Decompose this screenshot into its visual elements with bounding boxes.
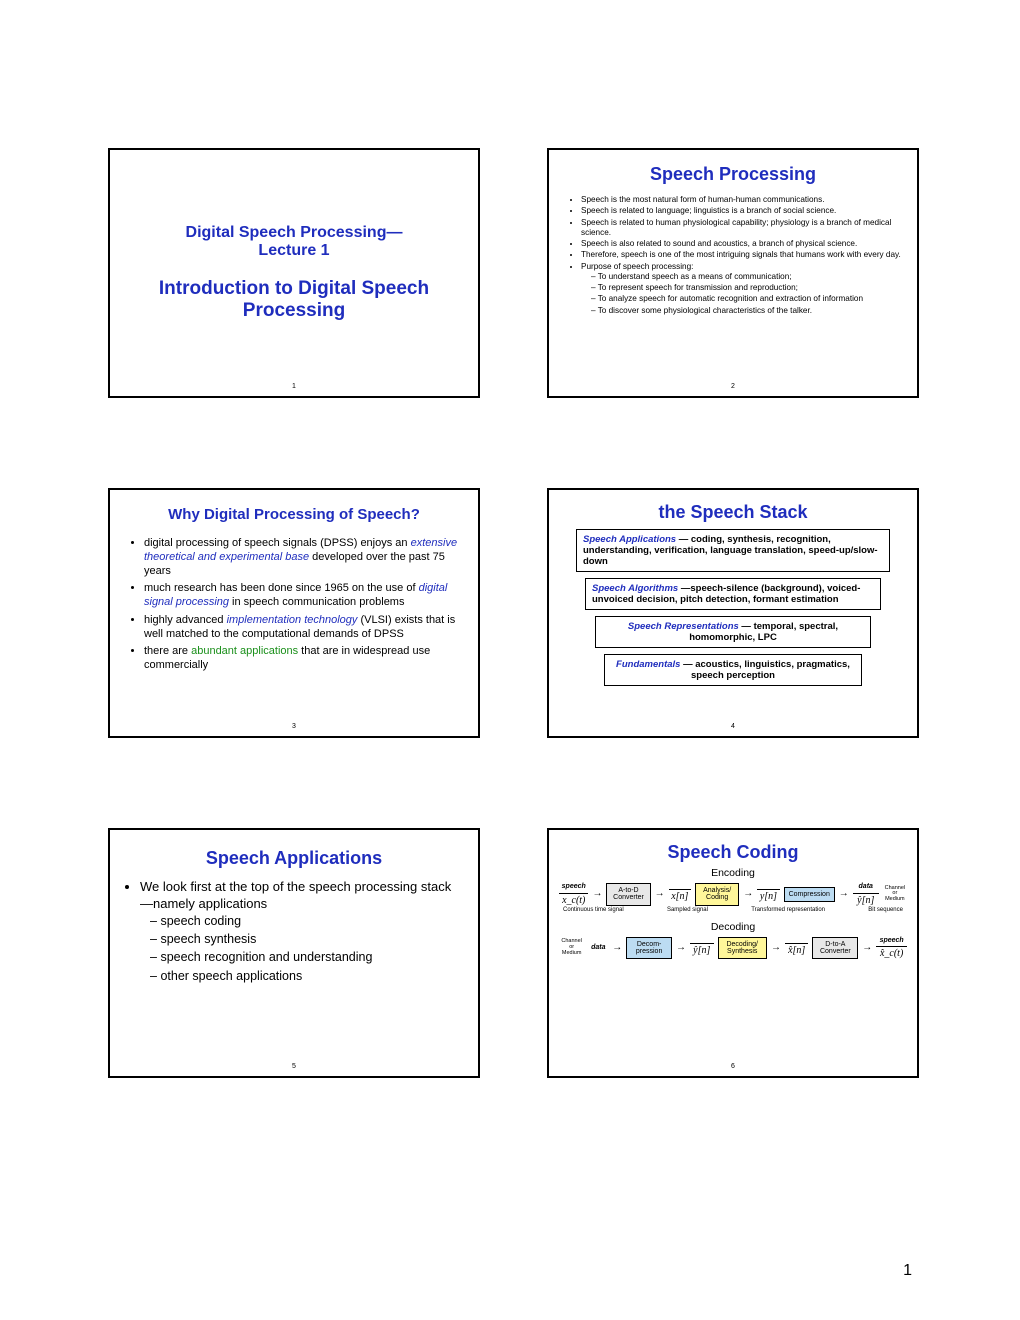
stack-box: Speech Representations — temporal, spect… — [595, 616, 871, 648]
list-item: To understand speech as a means of commu… — [591, 272, 903, 282]
slide5-sub-bullets: speech coding speech synthesis speech re… — [140, 913, 464, 984]
slide3-bullets: digital processing of speech signals (DP… — [124, 537, 464, 673]
slide-number: 6 — [731, 1063, 735, 1070]
sig: y[n] — [757, 889, 780, 902]
arrow-icon: → — [862, 943, 872, 953]
port-speech: speech — [876, 937, 907, 944]
arrow-icon: → — [655, 889, 665, 899]
page-number: 1 — [903, 1262, 912, 1280]
slide-number: 3 — [292, 723, 296, 730]
slide-number: 5 — [292, 1063, 296, 1070]
list-item: speech coding — [150, 913, 464, 929]
enc-row: speech x_c(t) → A-to-D Converter → x[n] … — [559, 883, 907, 906]
list-item: other speech applications — [150, 968, 464, 984]
arrow-icon: → — [676, 943, 686, 953]
sig: x̂[n] — [785, 943, 809, 956]
slide4-title: the Speech Stack — [563, 502, 903, 523]
list-item: Speech is the most natural form of human… — [581, 195, 903, 205]
slide3-title: Why Digital Processing of Speech? — [124, 506, 464, 523]
list-item: We look first at the top of the speech p… — [140, 879, 464, 984]
node-synthesis: Decoding/ Synthesis — [718, 937, 767, 960]
node-decompression: Decom- pression — [626, 937, 672, 960]
sig: x_c(t) — [559, 893, 588, 906]
list-item: Purpose of speech processing: To underst… — [581, 262, 903, 316]
slide-3: Why Digital Processing of Speech? digita… — [108, 488, 480, 738]
slide1-subtitle: Digital Speech Processing— Lecture 1 — [124, 224, 464, 260]
enc-sub-labels: Continuous time signal Sampled signal Tr… — [559, 907, 907, 913]
sig: x[n] — [669, 889, 692, 902]
encoding-diagram: Encoding speech x_c(t) → A-to-D Converte… — [559, 867, 907, 959]
list-item: Therefore, speech is one of the most int… — [581, 250, 903, 260]
arrow-icon: → — [612, 943, 622, 953]
sig: x̂_c(t) — [876, 946, 907, 959]
node-analysis: Analysis/ Coding — [695, 883, 739, 906]
slide5-title: Speech Applications — [124, 848, 464, 869]
port-data: data — [588, 944, 608, 951]
list-item: speech recognition and understanding — [150, 949, 464, 965]
node-adc: A-to-D Converter — [606, 883, 650, 906]
slide-number: 4 — [731, 723, 735, 730]
slide5-bullets: We look first at the top of the speech p… — [124, 879, 464, 984]
slide2-bullets: Speech is the most natural form of human… — [563, 195, 903, 316]
slide2-sub-bullets: To understand speech as a means of commu… — [581, 272, 903, 316]
list-item: To discover some physiological character… — [591, 306, 903, 316]
port-speech: speech — [559, 883, 588, 890]
list-item: digital processing of speech signals (DP… — [144, 537, 464, 578]
list-item: Speech is related to language; linguisti… — [581, 206, 903, 216]
stack-box: Speech Algorithms —speech-silence (backg… — [585, 578, 881, 610]
slide-5: Speech Applications We look first at the… — [108, 828, 480, 1078]
node-compression: Compression — [784, 887, 835, 902]
slide-number: 1 — [292, 383, 296, 390]
slide-1: Digital Speech Processing— Lecture 1 Int… — [108, 148, 480, 398]
dec-row: Channel or Medium data → Decom- pression… — [559, 937, 907, 960]
encoding-label: Encoding — [559, 867, 907, 879]
sig: ŷ[n] — [853, 893, 879, 906]
slide-number: 2 — [731, 383, 735, 390]
list-item: speech synthesis — [150, 931, 464, 947]
list-item: To represent speech for transmission and… — [591, 283, 903, 293]
slide2-title: Speech Processing — [563, 164, 903, 185]
list-item: Speech is related to human physiological… — [581, 218, 903, 239]
slide-grid: Digital Speech Processing— Lecture 1 Int… — [108, 148, 920, 1078]
channel-label: Channel or Medium — [883, 886, 907, 903]
stack-box: Speech Applications — coding, synthesis,… — [576, 529, 890, 572]
slide-4: the Speech Stack Speech Applications — c… — [547, 488, 919, 738]
slide-2: Speech Processing Speech is the most nat… — [547, 148, 919, 398]
arrow-icon: → — [592, 889, 602, 899]
list-item: Speech is also related to sound and acou… — [581, 239, 903, 249]
arrow-icon: → — [743, 889, 753, 899]
list-item: much research has been done since 1965 o… — [144, 582, 464, 610]
arrow-icon: → — [771, 943, 781, 953]
slide1-title: Introduction to Digital Speech Processin… — [124, 278, 464, 322]
channel-label: Channel or Medium — [559, 939, 584, 956]
decoding-label: Decoding — [559, 921, 907, 933]
page: Digital Speech Processing— Lecture 1 Int… — [0, 0, 1020, 1320]
sig: ŷ[n] — [690, 943, 714, 956]
stack-boxes: Speech Applications — coding, synthesis,… — [563, 529, 903, 686]
node-dac: D-to-A Converter — [812, 937, 858, 960]
slide-6: Speech Coding Encoding speech x_c(t) → A… — [547, 828, 919, 1078]
stack-box: Fundamentals — acoustics, linguistics, p… — [604, 654, 862, 686]
list-item: To analyze speech for automatic recognit… — [591, 294, 903, 304]
list-item: there are abundant applications that are… — [144, 645, 464, 673]
list-item: highly advanced implementation technolog… — [144, 614, 464, 642]
slide6-title: Speech Coding — [559, 842, 907, 863]
arrow-icon: → — [839, 889, 849, 899]
port-data: data — [853, 883, 879, 890]
